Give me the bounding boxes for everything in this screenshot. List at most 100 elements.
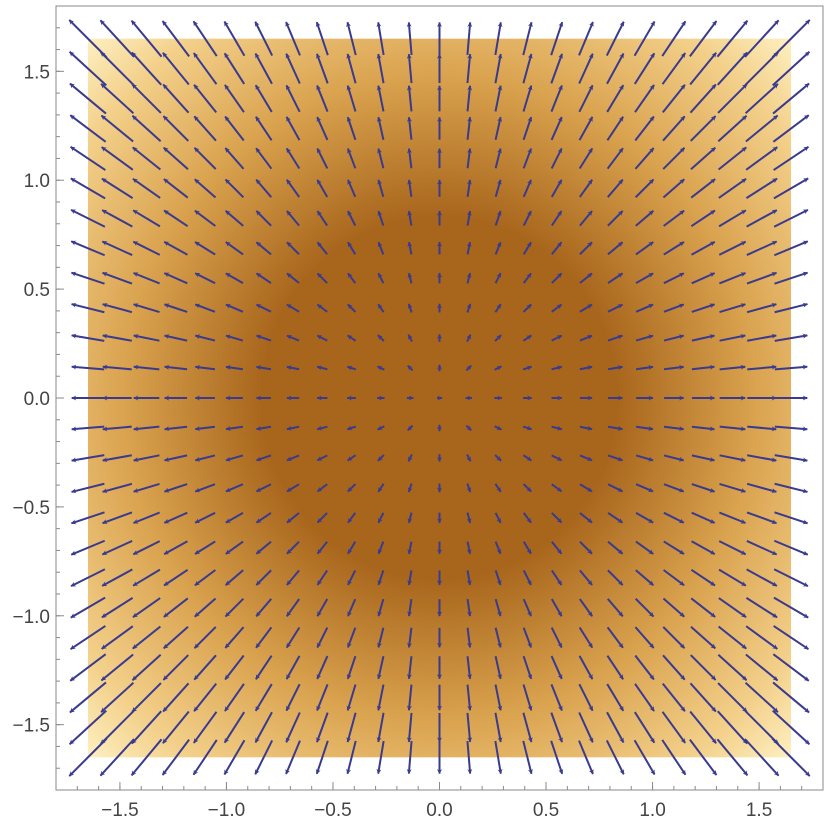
field-arrow xyxy=(773,208,809,228)
field-arrow xyxy=(376,684,385,711)
field-arrow xyxy=(579,569,593,586)
field-arrow xyxy=(286,303,300,313)
field-arrow xyxy=(689,83,717,114)
field-arrow xyxy=(494,148,502,169)
field-arrow xyxy=(466,21,473,55)
field-arrow xyxy=(606,711,625,743)
field-arrow xyxy=(717,83,748,114)
field-arrow xyxy=(68,709,107,745)
field-arrow xyxy=(663,511,685,524)
field-arrow xyxy=(347,210,357,226)
field-arrow xyxy=(194,569,216,587)
field-arrow xyxy=(407,454,413,462)
field-arrow xyxy=(607,303,623,313)
field-arrow xyxy=(466,303,472,313)
field-arrow xyxy=(522,655,533,680)
field-arrow xyxy=(256,483,272,493)
field-arrow xyxy=(376,85,385,112)
field-arrow xyxy=(224,147,245,170)
field-arrow xyxy=(347,303,357,313)
x-axis: −1.5 −1.0 −0.5 0.0 0.5 1.0 1.5 xyxy=(76,782,803,821)
field-arrow xyxy=(377,210,385,226)
field-arrow xyxy=(192,52,218,85)
field-arrow xyxy=(162,115,189,142)
field-arrow xyxy=(635,210,654,227)
field-arrow xyxy=(377,425,385,431)
field-arrow xyxy=(663,209,685,227)
field-arrow xyxy=(774,302,808,314)
field-arrow xyxy=(316,241,328,255)
field-arrow xyxy=(689,682,717,713)
field-arrow xyxy=(315,21,329,56)
field-arrow xyxy=(162,146,189,171)
field-arrow xyxy=(406,53,413,84)
field-arrow xyxy=(346,53,357,84)
field-arrow xyxy=(522,425,533,431)
field-arrow xyxy=(346,116,357,141)
field-arrow xyxy=(70,271,105,285)
field-arrow xyxy=(691,240,716,256)
field-arrow xyxy=(773,240,809,257)
field-arrow xyxy=(255,598,273,618)
field-arrow xyxy=(744,83,779,114)
field-arrow xyxy=(579,512,593,524)
field-arrow xyxy=(162,710,190,744)
field-arrow xyxy=(225,454,244,462)
field-arrow xyxy=(346,712,357,743)
field-arrow xyxy=(407,541,413,555)
field-arrow xyxy=(607,241,624,256)
field-arrow xyxy=(466,53,473,84)
field-arrow xyxy=(662,654,686,681)
field-arrow xyxy=(407,424,414,432)
field-arrow xyxy=(193,682,217,712)
field-arrow xyxy=(193,147,217,170)
field-arrow xyxy=(522,684,533,711)
field-arrow xyxy=(494,512,502,524)
field-arrow xyxy=(634,597,655,618)
field-arrow xyxy=(494,210,502,226)
field-arrow xyxy=(663,303,685,313)
field-arrow xyxy=(70,539,106,556)
field-arrow xyxy=(466,483,472,493)
field-arrow xyxy=(224,683,245,712)
field-arrow xyxy=(635,512,654,524)
field-arrow xyxy=(192,739,218,776)
field-arrow xyxy=(163,568,189,587)
field-arrow xyxy=(316,179,329,198)
field-arrow xyxy=(192,20,218,57)
field-arrow xyxy=(719,272,746,285)
field-arrow xyxy=(522,272,532,284)
field-arrow xyxy=(100,114,134,143)
field-arrow xyxy=(551,483,563,493)
field-arrow xyxy=(132,625,162,650)
field-arrow xyxy=(71,333,105,342)
field-arrow xyxy=(635,454,654,462)
field-arrow xyxy=(407,570,413,586)
field-arrow xyxy=(773,177,809,200)
field-arrow xyxy=(164,364,188,371)
field-arrow xyxy=(579,425,593,431)
field-arrow xyxy=(716,20,749,58)
field-arrow xyxy=(635,569,654,586)
field-arrow xyxy=(494,684,503,711)
field-arrow xyxy=(579,241,593,256)
field-arrow xyxy=(607,540,624,555)
field-arrow xyxy=(194,597,217,618)
field-arrow xyxy=(133,482,160,493)
field-arrow xyxy=(719,511,746,524)
field-arrow xyxy=(133,425,160,432)
field-arrow xyxy=(691,272,716,285)
field-arrow xyxy=(194,364,216,371)
field-arrow xyxy=(466,179,472,197)
field-arrow xyxy=(255,655,273,680)
field-arrow xyxy=(607,483,623,493)
field-arrow xyxy=(225,569,244,586)
field-arrow xyxy=(634,147,655,170)
field-arrow xyxy=(286,179,301,198)
field-arrow xyxy=(131,115,162,142)
field-arrow xyxy=(316,598,329,617)
vector-arrows xyxy=(68,19,811,777)
field-arrow xyxy=(663,454,685,462)
field-arrow xyxy=(69,625,106,650)
field-arrow xyxy=(718,568,747,587)
